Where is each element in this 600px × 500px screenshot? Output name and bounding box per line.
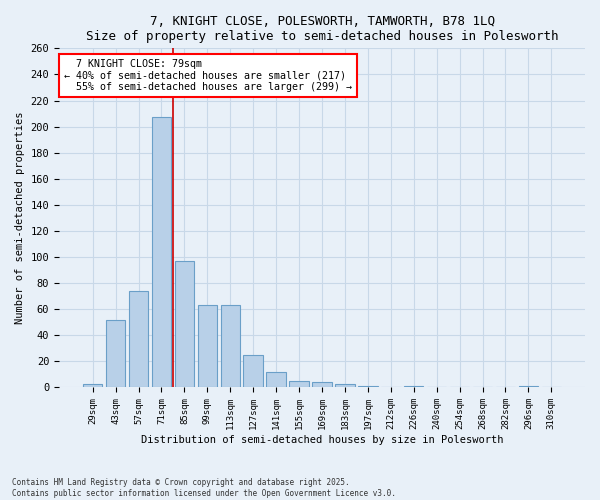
Bar [221, 306, 240, 388]
Text: Contains HM Land Registry data © Crown copyright and database right 2025.
Contai: Contains HM Land Registry data © Crown c… [12, 478, 396, 498]
Title: 7, KNIGHT CLOSE, POLESWORTH, TAMWORTH, B78 1LQ
Size of property relative to semi: 7, KNIGHT CLOSE, POLESWORTH, TAMWORTH, B… [86, 15, 558, 43]
Bar [312, 382, 332, 388]
Bar [83, 384, 103, 388]
X-axis label: Distribution of semi-detached houses by size in Polesworth: Distribution of semi-detached houses by … [141, 435, 503, 445]
Bar [175, 261, 194, 388]
Bar [244, 355, 263, 388]
Bar [289, 381, 309, 388]
Bar [152, 118, 171, 388]
Bar [518, 386, 538, 388]
Text: 7 KNIGHT CLOSE: 79sqm
← 40% of semi-detached houses are smaller (217)
  55% of s: 7 KNIGHT CLOSE: 79sqm ← 40% of semi-deta… [64, 58, 352, 92]
Bar [197, 306, 217, 388]
Bar [404, 386, 424, 388]
Bar [106, 320, 125, 388]
Bar [266, 372, 286, 388]
Bar [358, 386, 377, 388]
Y-axis label: Number of semi-detached properties: Number of semi-detached properties [15, 112, 25, 324]
Bar [129, 291, 148, 388]
Bar [335, 384, 355, 388]
